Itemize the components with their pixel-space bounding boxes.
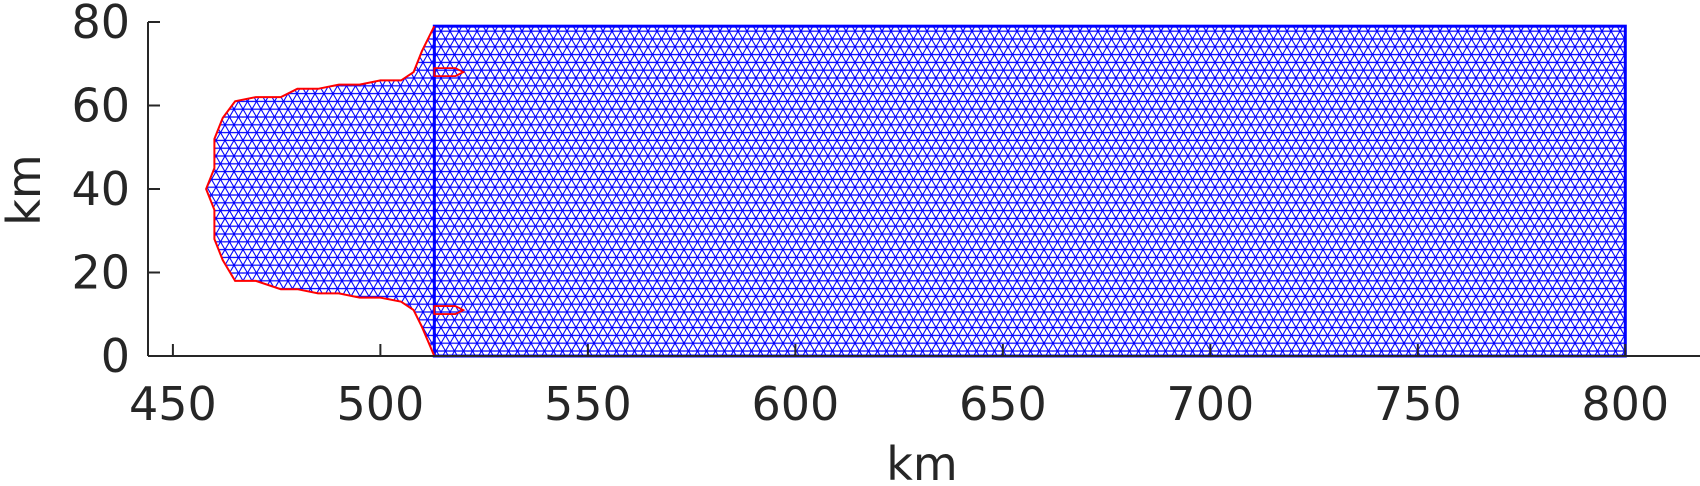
- boundary-line: [205, 25, 436, 357]
- x-axis-title: km: [886, 437, 957, 486]
- x-tick-label: 650: [959, 377, 1047, 431]
- x-tick-label: 550: [544, 377, 632, 431]
- boundary-island-1: [433, 67, 466, 77]
- axes: 450 500 550 600 650 700 750 800 0 20 40 60 80: [71, 0, 1700, 431]
- mesh-left-lobe: [206, 26, 435, 356]
- y-tick-label: 80: [71, 0, 130, 49]
- mesh-layer: [206, 24, 1627, 358]
- axis-labels: km km: [0, 154, 958, 486]
- x-tick-label: 450: [129, 377, 217, 431]
- boundary-island-2: [433, 305, 466, 315]
- x-tick-label: 700: [1166, 377, 1254, 431]
- mesh-main-region: [434, 26, 1626, 357]
- x-tick-label: 500: [336, 377, 424, 431]
- x-tick-label: 750: [1374, 377, 1462, 431]
- x-tick-label: 600: [751, 377, 839, 431]
- boundary-layer: [205, 25, 466, 357]
- y-tick-label: 0: [101, 329, 130, 383]
- y-axis-title: km: [0, 154, 51, 225]
- y-tick-label: 60: [71, 79, 130, 133]
- y-tick-label: 20: [71, 246, 130, 300]
- x-tick-label: 800: [1581, 377, 1669, 431]
- y-tick-label: 40: [71, 162, 130, 216]
